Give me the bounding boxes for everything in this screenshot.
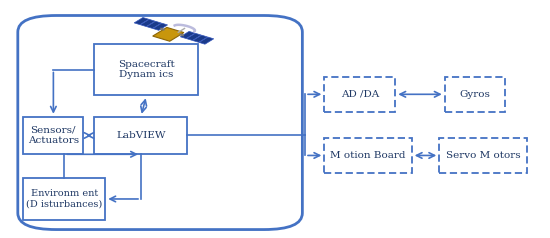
Text: Gyros: Gyros xyxy=(459,90,490,99)
Polygon shape xyxy=(140,19,155,26)
Bar xyxy=(324,138,412,173)
Polygon shape xyxy=(193,35,207,42)
Bar xyxy=(439,138,527,173)
Polygon shape xyxy=(180,31,195,39)
Polygon shape xyxy=(153,27,184,41)
Text: AD /DA: AD /DA xyxy=(340,90,379,99)
Text: Environm ent
(D isturbances): Environm ent (D isturbances) xyxy=(26,189,102,209)
Polygon shape xyxy=(147,21,161,28)
Polygon shape xyxy=(134,18,148,25)
Bar xyxy=(444,77,505,112)
Text: Sensors/
Actuators: Sensors/ Actuators xyxy=(28,126,79,145)
Text: Spacecraft
Dynam ics: Spacecraft Dynam ics xyxy=(118,60,175,79)
Bar xyxy=(324,77,395,112)
Text: Servo M otors: Servo M otors xyxy=(446,151,520,160)
Polygon shape xyxy=(153,23,168,30)
Text: M otion Board: M otion Board xyxy=(331,151,406,160)
Polygon shape xyxy=(199,37,214,44)
Text: LabVIEW: LabVIEW xyxy=(116,131,166,140)
Polygon shape xyxy=(186,33,201,40)
